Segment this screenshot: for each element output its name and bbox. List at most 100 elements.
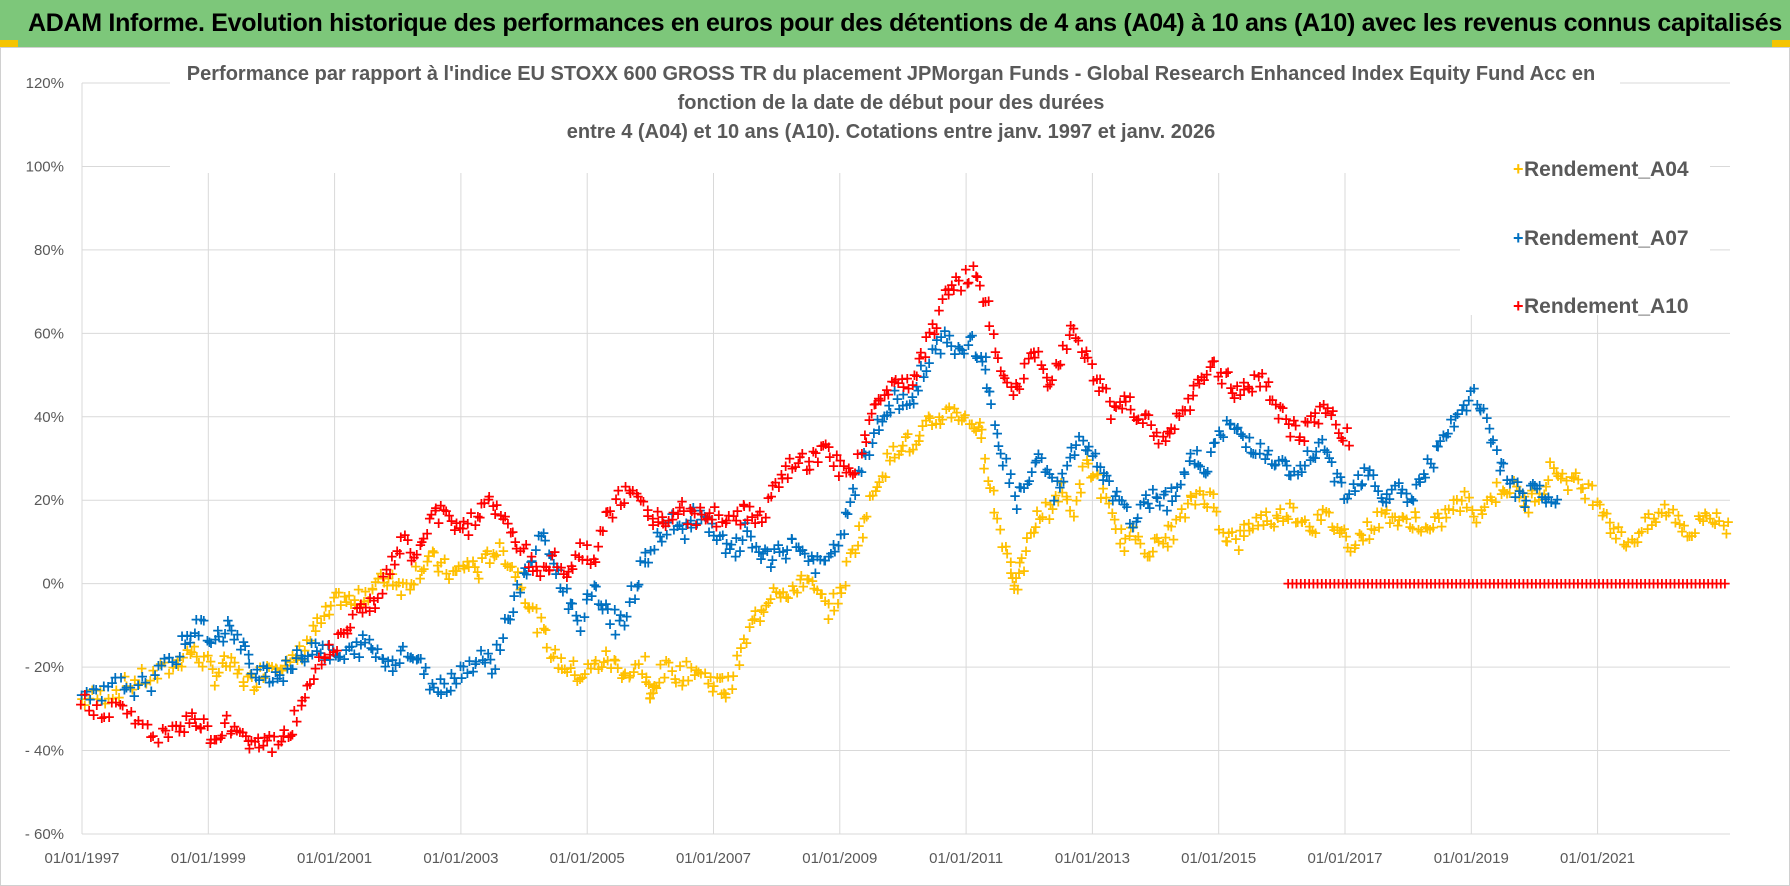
x-tick-label: 01/01/2011 bbox=[929, 850, 1003, 867]
series-point-rendement-a04: + bbox=[959, 406, 972, 424]
series-point-rendement-a04: + bbox=[144, 672, 157, 690]
series-point-rendement-a04: + bbox=[110, 681, 123, 699]
series-point-rendement-a10: + bbox=[849, 464, 862, 482]
series-point-rendement-a04: + bbox=[806, 572, 819, 590]
series-point-rendement-a04: + bbox=[323, 606, 336, 624]
series-point-rendement-a04: + bbox=[120, 677, 133, 695]
series-point-rendement-a04: + bbox=[755, 601, 768, 619]
series-point-rendement-a04: + bbox=[653, 674, 666, 692]
series-point-rendement-a04: + bbox=[926, 416, 939, 434]
series-point-rendement-a04: + bbox=[808, 580, 821, 598]
series-point-rendement-a04: + bbox=[840, 552, 853, 570]
series-point-rendement-a10: + bbox=[982, 292, 995, 310]
series-point-rendement-a04: + bbox=[274, 660, 287, 678]
series-point-rendement-a04: + bbox=[749, 602, 762, 620]
series-point-rendement-a04: + bbox=[338, 588, 351, 606]
legend-marker-a10: + bbox=[1513, 296, 1524, 316]
series-point-rendement-a04: + bbox=[381, 576, 394, 594]
series-point-rendement-a04: + bbox=[873, 473, 886, 491]
x-tick-label: 01/01/2013 bbox=[1055, 850, 1130, 867]
series-point-rendement-a04: + bbox=[366, 579, 379, 597]
series-point-rendement-a04: + bbox=[224, 658, 237, 676]
series-point-rendement-a04: + bbox=[519, 594, 532, 612]
series-point-rendement-a04: + bbox=[627, 663, 640, 681]
series-point-rendement-a07: + bbox=[966, 327, 979, 345]
series-point-rendement-a04: + bbox=[334, 596, 347, 614]
series-point-rendement-a04: + bbox=[259, 667, 272, 685]
series-point-rendement-a04: + bbox=[506, 558, 519, 576]
series-point-rendement-a04: + bbox=[261, 657, 274, 675]
series-point-rendement-a04: + bbox=[280, 651, 293, 669]
series-point-rendement-a04: + bbox=[834, 578, 847, 596]
series-point-rendement-a04: + bbox=[362, 591, 375, 609]
series-point-rendement-a04: + bbox=[858, 510, 871, 528]
series-point-rendement-a04: + bbox=[136, 660, 149, 678]
series-point-rendement-a04: + bbox=[922, 407, 935, 425]
series-point-rendement-a07: + bbox=[507, 603, 520, 621]
series-point-rendement-a07: + bbox=[838, 525, 851, 543]
series-point-rendement-a04: + bbox=[487, 545, 500, 563]
series-point-rendement-a04: + bbox=[706, 682, 719, 700]
series-point-rendement-a04: + bbox=[913, 426, 926, 444]
series-point-rendement-a04: + bbox=[473, 570, 486, 588]
series-point-rendement-a04: + bbox=[484, 554, 497, 572]
series-point-rendement-a04: + bbox=[428, 544, 441, 562]
series-point-rendement-a07: + bbox=[632, 575, 645, 593]
series-point-rendement-a04: + bbox=[948, 399, 961, 417]
series-point-rendement-a04: + bbox=[397, 574, 410, 592]
series-point-rendement-a04: + bbox=[956, 411, 969, 429]
series-point-rendement-a04: + bbox=[94, 681, 107, 699]
x-tick-label: 01/01/2005 bbox=[550, 850, 625, 867]
series-point-rendement-a04: + bbox=[450, 562, 463, 580]
series-point-rendement-a04: + bbox=[857, 528, 870, 546]
series-point-rendement-a04: + bbox=[777, 583, 790, 601]
series-point-rendement-a04: + bbox=[400, 574, 413, 592]
series-point-rendement-a04: + bbox=[279, 657, 292, 675]
series-point-rendement-a04: + bbox=[853, 517, 866, 535]
series-point-rendement-a04: + bbox=[711, 669, 724, 687]
series-point-rendement-a04: + bbox=[924, 409, 937, 427]
series-point-rendement-a04: + bbox=[167, 658, 180, 676]
series-point-rendement-a04: + bbox=[648, 677, 661, 695]
series-point-rendement-a04: + bbox=[185, 643, 198, 661]
series-point-rendement-a10: + bbox=[376, 584, 389, 602]
series-point-rendement-a04: + bbox=[975, 429, 988, 447]
series-point-rendement-a04: + bbox=[372, 570, 385, 588]
banner-accent-right bbox=[1772, 40, 1790, 47]
series-point-rendement-a04: + bbox=[674, 657, 687, 675]
series-point-rendement-a04: + bbox=[499, 555, 512, 573]
y-tick-label: - 20% bbox=[25, 659, 64, 676]
series-point-rendement-a04: + bbox=[375, 564, 388, 582]
series-point-rendement-a04: + bbox=[644, 684, 657, 702]
series-point-rendement-a04: + bbox=[330, 584, 343, 602]
series-point-rendement-a04: + bbox=[624, 667, 637, 685]
series-point-rendement-a04: + bbox=[780, 588, 793, 606]
series-point-rendement-a04: + bbox=[670, 673, 683, 691]
series-point-rendement-a07: + bbox=[1407, 491, 1420, 509]
series-point-rendement-a04: + bbox=[896, 437, 909, 455]
series-point-rendement-a04: + bbox=[715, 685, 728, 703]
series-point-rendement-a04: + bbox=[910, 436, 923, 454]
series-point-rendement-a10-zero: + bbox=[1719, 575, 1732, 593]
series-point-rendement-a04: + bbox=[435, 553, 448, 571]
series-point-rendement-a04: + bbox=[118, 668, 131, 686]
chart-title-line-2: fonction de la date de début pour des du… bbox=[678, 92, 1105, 114]
series-point-rendement-a04: + bbox=[689, 666, 702, 684]
series-point-rendement-a04: + bbox=[588, 655, 601, 673]
series-point-rendement-a04: + bbox=[708, 677, 721, 695]
series-point-rendement-a04: + bbox=[647, 684, 660, 702]
series-point-rendement-a04: + bbox=[387, 576, 400, 594]
series-point-rendement-a04: + bbox=[526, 598, 539, 616]
series-point-rendement-a04: + bbox=[358, 592, 371, 610]
series-point-rendement-a04: + bbox=[692, 663, 705, 681]
chart-title: Performance par rapport à l'indice EU ST… bbox=[187, 63, 1595, 143]
series-point-rendement-a04: + bbox=[895, 442, 908, 460]
series-point-rendement-a04: + bbox=[791, 584, 804, 602]
series-point-rendement-a04: + bbox=[366, 580, 379, 598]
series-point-rendement-a04: + bbox=[555, 649, 568, 667]
x-axis-ticks: 01/01/1997 01/01/1999 01/01/2001 01/01/2003… bbox=[44, 850, 1635, 867]
series-point-rendement-a04: + bbox=[218, 647, 231, 665]
series-point-rendement-a04: + bbox=[773, 585, 786, 603]
x-tick-label: 01/01/2015 bbox=[1181, 850, 1256, 867]
series-point-rendement-a04: + bbox=[660, 651, 673, 669]
